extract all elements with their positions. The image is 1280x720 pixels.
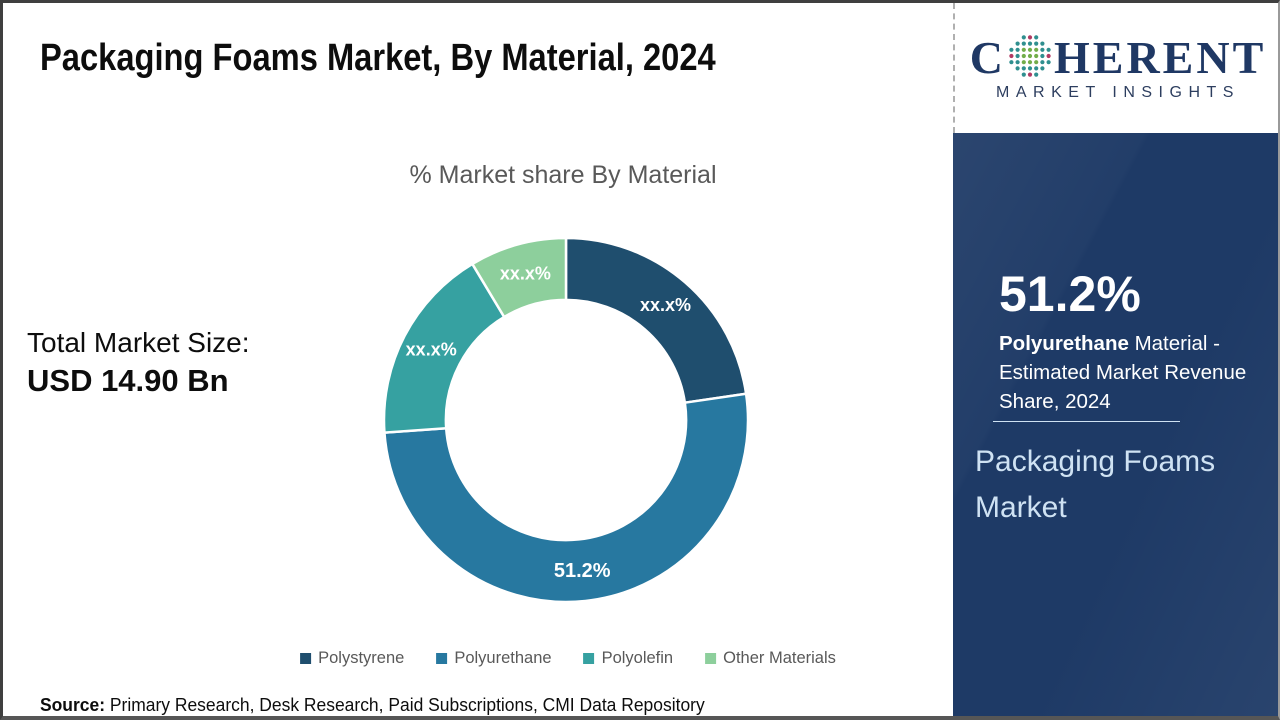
legend-item-other-materials: Other Materials [705, 649, 836, 668]
legend-marker-icon [300, 653, 312, 664]
brand-logo-row: C HERENT [970, 34, 1267, 82]
page-title: Packaging Foams Market, By Material, 202… [40, 37, 716, 79]
legend-label: Other Materials [723, 649, 836, 667]
source-line: Source: Primary Research, Desk Research,… [40, 695, 705, 716]
slice-label-polyolefin: xx.x% [406, 340, 457, 360]
legend-item-polyolefin: Polyolefin [583, 649, 674, 668]
divider-line [993, 421, 1180, 422]
brand-logo: C HERENT MARKET INSIGHTS [953, 3, 1278, 133]
legend-label: Polystyrene [318, 649, 405, 667]
legend-label: Polyurethane [454, 649, 552, 667]
donut-segment-other-materials [471, 236, 568, 319]
legend-item-polystyrene: Polystyrene [300, 649, 404, 668]
highlight-material: Polyurethane [999, 332, 1129, 355]
legend-label: Polyolefin [601, 649, 674, 667]
legend-marker-icon [583, 653, 595, 664]
sidebar: C HERENT MARKET INSIGHTS 51.2% Polyureth… [953, 3, 1278, 716]
highlight-description: Polyurethane Material - Estimated Market… [999, 329, 1251, 416]
legend-marker-icon [436, 653, 448, 664]
chart-title: % Market share By Material [409, 161, 717, 189]
slice-label-polystyrene: xx.x% [640, 295, 691, 315]
highlight-panel: 51.2% Polyurethane Material - Estimated … [953, 133, 1278, 716]
source-label: Source: [40, 695, 106, 715]
slice-label-polyurethane: 51.2% [554, 560, 611, 582]
highlight-value: 51.2% [999, 266, 1141, 322]
brand-word-rest: HERENT [1053, 32, 1267, 83]
donut-segment-polystyrene [564, 236, 748, 404]
slice-label-other-materials: xx.x% [500, 264, 551, 284]
brand-subtitle: MARKET INSIGHTS [996, 84, 1240, 101]
coherent-globe-icon [1009, 35, 1051, 77]
source-text: Primary Research, Desk Research, Paid Su… [105, 695, 705, 715]
total-market-size-value: USD 14.90 Bn [27, 363, 229, 398]
legend-marker-icon [705, 653, 717, 664]
brand-letter-c: C [969, 32, 1006, 83]
chart-legend: Polystyrene Polyurethane Polyolefin Other M… [300, 649, 836, 668]
donut-chart-svg: xx.x% 51.2% xx.x% xx.x% [382, 236, 750, 604]
donut-segment-polyurethane [383, 392, 750, 604]
total-market-size-label: Total Market Size: [27, 327, 250, 358]
chart-area: Packaging Foams Market, By Material, 202… [3, 3, 953, 716]
donut-chart: xx.x% 51.2% xx.x% xx.x% [373, 227, 759, 613]
legend-item-polyurethane: Polyurethane [436, 649, 552, 668]
total-market-size-block: Total Market Size: USD 14.90 Bn [27, 325, 250, 401]
highlight-description-rest: Material - Estimated Market Revenue Shar… [999, 332, 1247, 413]
panel-market-title: Packaging Foams Market [975, 445, 1216, 524]
